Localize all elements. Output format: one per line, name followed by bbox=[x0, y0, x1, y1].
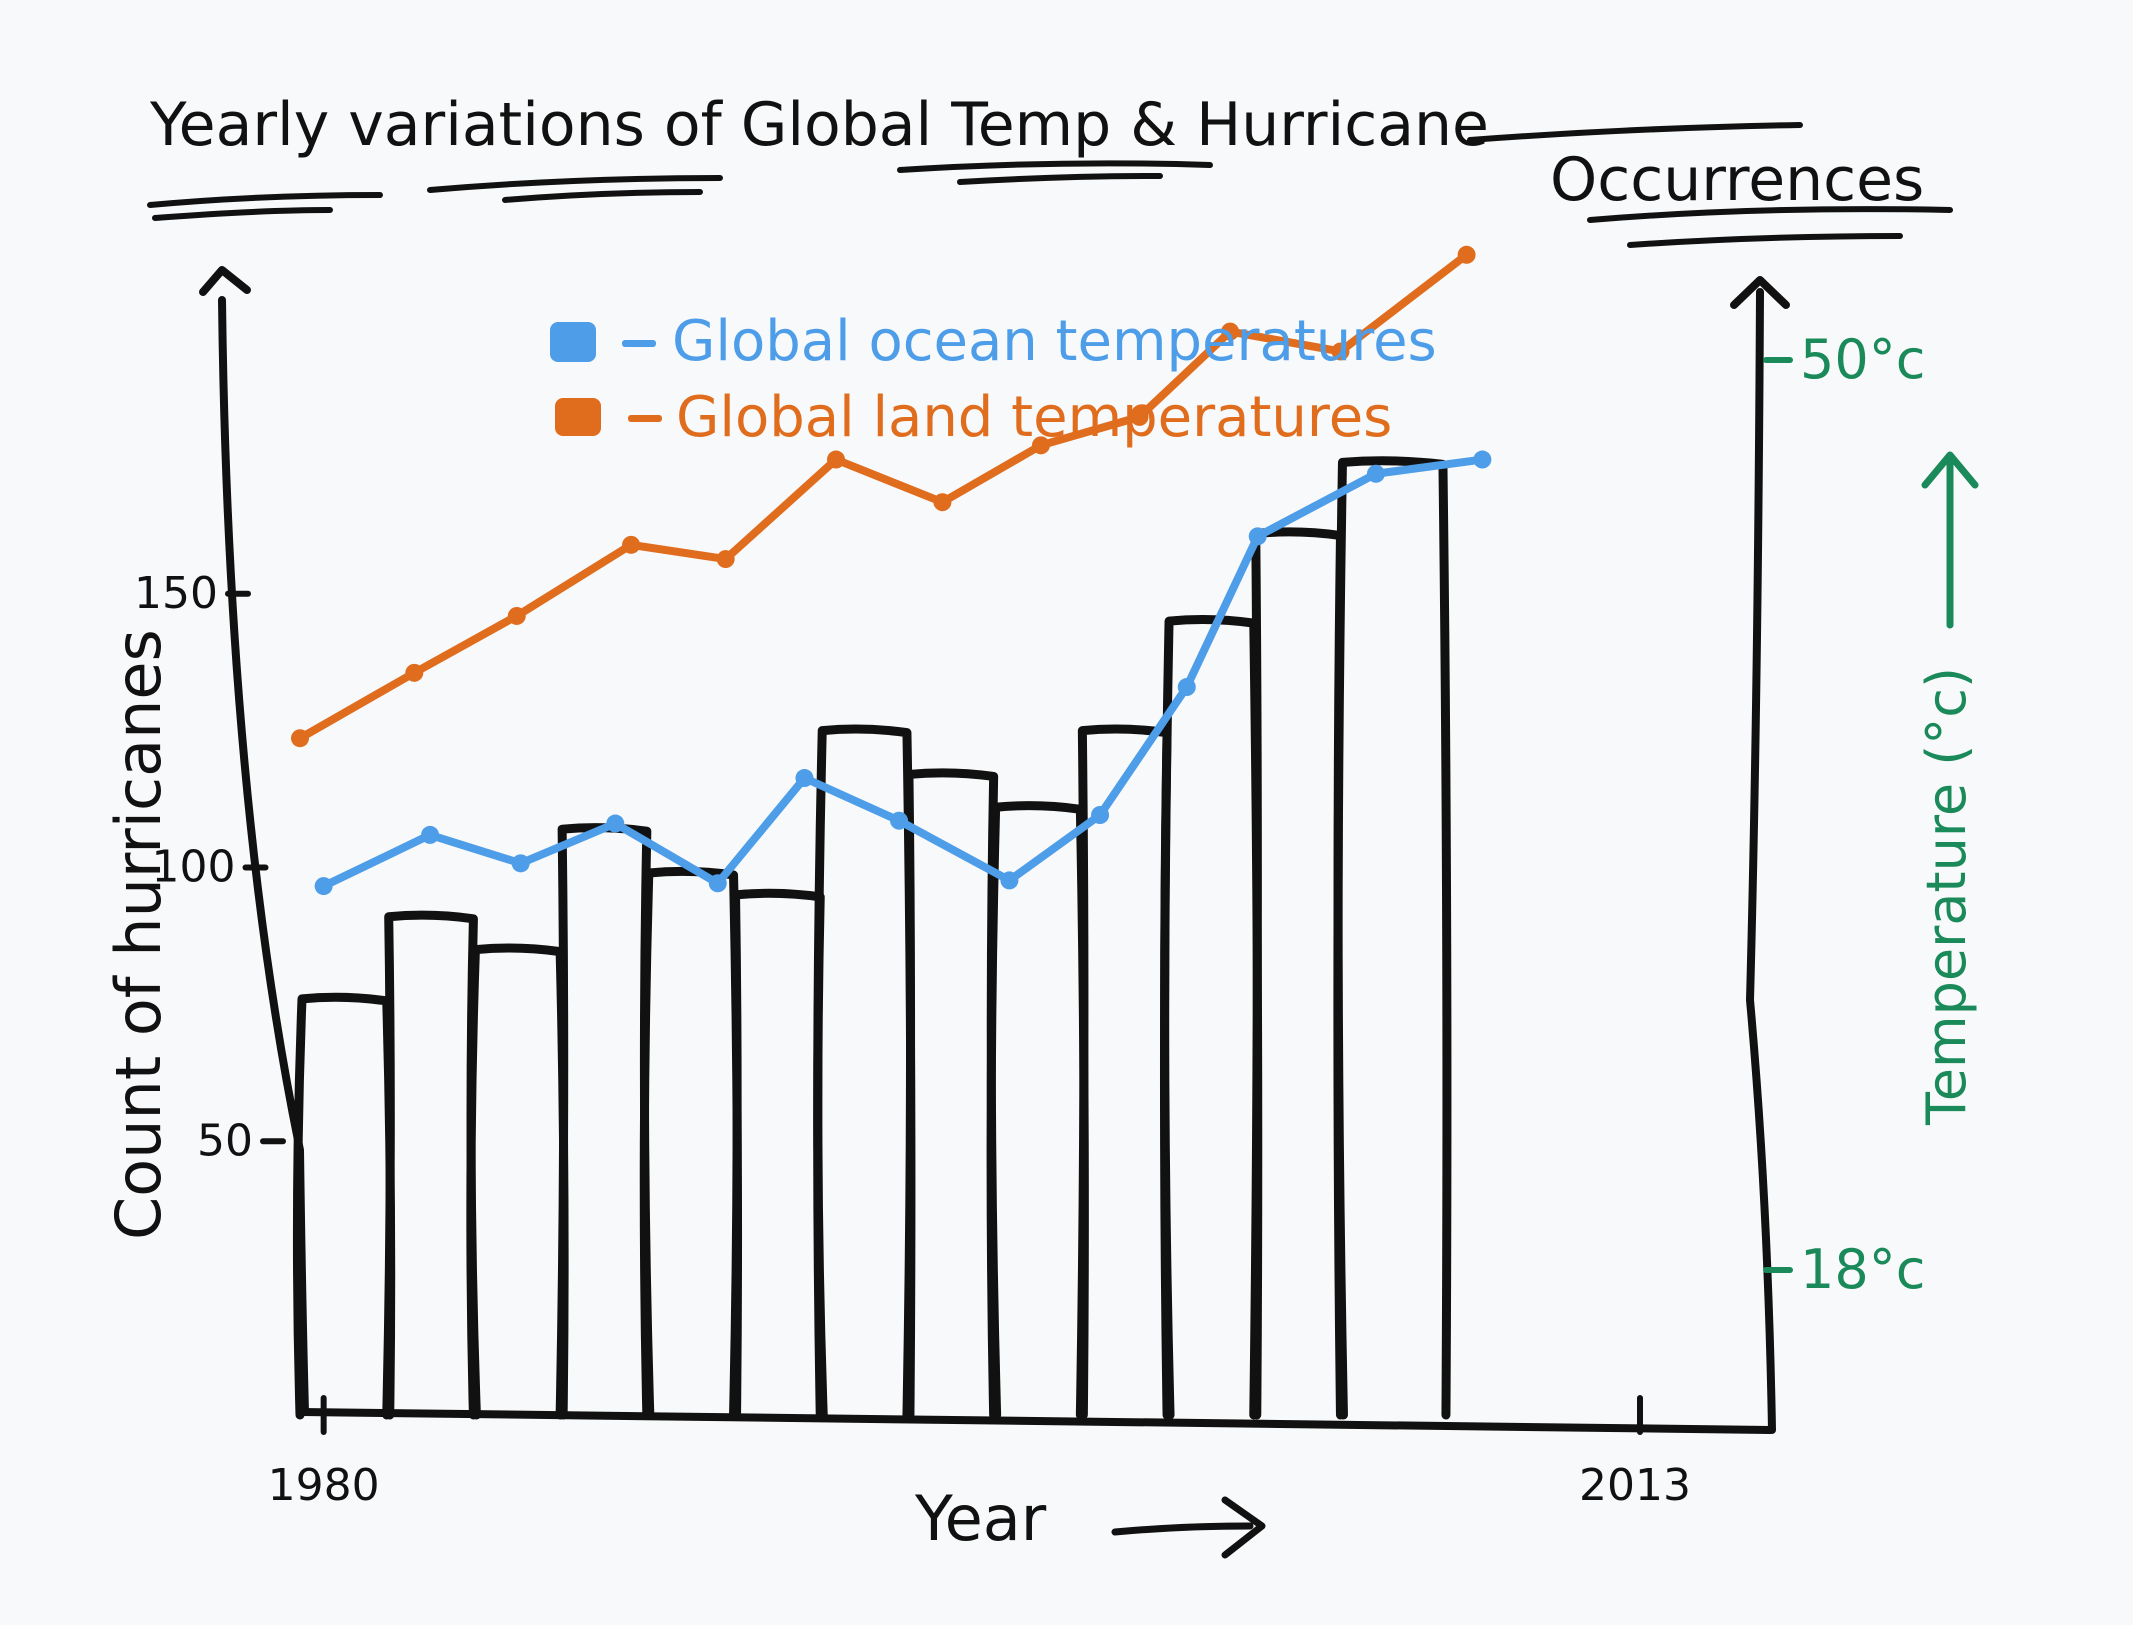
series-point bbox=[421, 825, 440, 844]
bar bbox=[1249, 527, 1348, 1420]
x-axis bbox=[298, 1408, 1774, 1434]
y-axis-right bbox=[1746, 288, 1776, 1434]
bar bbox=[1159, 615, 1263, 1420]
y-tick-label: 100 bbox=[152, 842, 236, 893]
legend: Global ocean temperatures Global land te… bbox=[550, 309, 1437, 450]
y-tick-label: 150 bbox=[134, 568, 218, 619]
series-point bbox=[1031, 436, 1050, 455]
series-point bbox=[1000, 871, 1019, 890]
series-point bbox=[1177, 678, 1196, 697]
series-point bbox=[890, 811, 909, 830]
x-tick-label: 1980 bbox=[268, 1460, 380, 1511]
series-point bbox=[1248, 527, 1267, 546]
series-point bbox=[1366, 464, 1385, 483]
bar bbox=[292, 992, 396, 1420]
bar bbox=[382, 910, 481, 1420]
series-point bbox=[716, 550, 735, 569]
y-tick-label: 50 bbox=[197, 1115, 253, 1166]
y-axis-left bbox=[218, 296, 309, 1416]
series-point bbox=[1091, 806, 1110, 824]
legend-label-ocean: Global ocean temperatures bbox=[672, 309, 1437, 374]
series-point bbox=[405, 663, 424, 682]
series-point bbox=[606, 814, 625, 833]
series-point bbox=[511, 854, 530, 873]
y-ticks: 50 100 150 bbox=[134, 568, 286, 1166]
bar bbox=[986, 801, 1089, 1420]
bar bbox=[1075, 724, 1175, 1420]
x-tick-label: 2013 bbox=[1579, 1460, 1691, 1511]
bar bbox=[1333, 456, 1452, 1420]
series-point bbox=[1457, 245, 1476, 264]
legend-dash-land bbox=[628, 415, 662, 422]
series-point bbox=[314, 877, 333, 896]
series-point bbox=[622, 535, 641, 554]
series-point bbox=[1473, 450, 1492, 469]
x-ticks: 1980 2013 bbox=[268, 1395, 1691, 1511]
series-point bbox=[507, 606, 526, 625]
y-axis-right-label: Temperature (°c) bbox=[1915, 667, 1978, 1126]
chart-title-line-1: Yearly variations of Global Temp & Hurri… bbox=[149, 90, 1489, 160]
series-line-land bbox=[296, 250, 1471, 743]
bar bbox=[555, 823, 655, 1420]
y-axis-right-arrow bbox=[1730, 276, 1790, 309]
right-tick-label: 50°c bbox=[1800, 328, 1925, 391]
series-point bbox=[1130, 407, 1149, 426]
bar bbox=[729, 888, 828, 1420]
bar bbox=[813, 724, 916, 1420]
bars bbox=[292, 456, 1452, 1420]
series-point bbox=[1331, 342, 1350, 361]
axes bbox=[199, 266, 1790, 1434]
series-point bbox=[933, 493, 952, 512]
chart-title-line-2: Occurrences bbox=[1550, 145, 1924, 215]
x-axis-label-arrow bbox=[1111, 1496, 1266, 1559]
right-ticks: 50°c 18°c bbox=[1763, 328, 1925, 1301]
bar bbox=[639, 866, 743, 1420]
series-point bbox=[708, 874, 727, 893]
series-lines bbox=[291, 245, 1492, 896]
legend-swatch-land bbox=[555, 398, 601, 436]
series-point bbox=[795, 769, 814, 788]
y-axis-right-label-arrow bbox=[1921, 451, 1979, 629]
series-point bbox=[1221, 322, 1240, 341]
title-underlines bbox=[147, 122, 1953, 248]
legend-swatch-ocean bbox=[550, 322, 596, 362]
bar bbox=[466, 943, 569, 1420]
y-axis-label: Count of hurricanes bbox=[102, 629, 175, 1240]
series-point bbox=[827, 450, 845, 469]
legend-label-land: Global land temperatures bbox=[676, 385, 1392, 450]
x-axis-label: Year bbox=[914, 1482, 1047, 1555]
y-axis-left-arrow bbox=[199, 266, 251, 296]
right-tick-label: 18°c bbox=[1800, 1238, 1925, 1301]
legend-dash-ocean bbox=[622, 340, 656, 347]
series-point bbox=[291, 729, 309, 748]
